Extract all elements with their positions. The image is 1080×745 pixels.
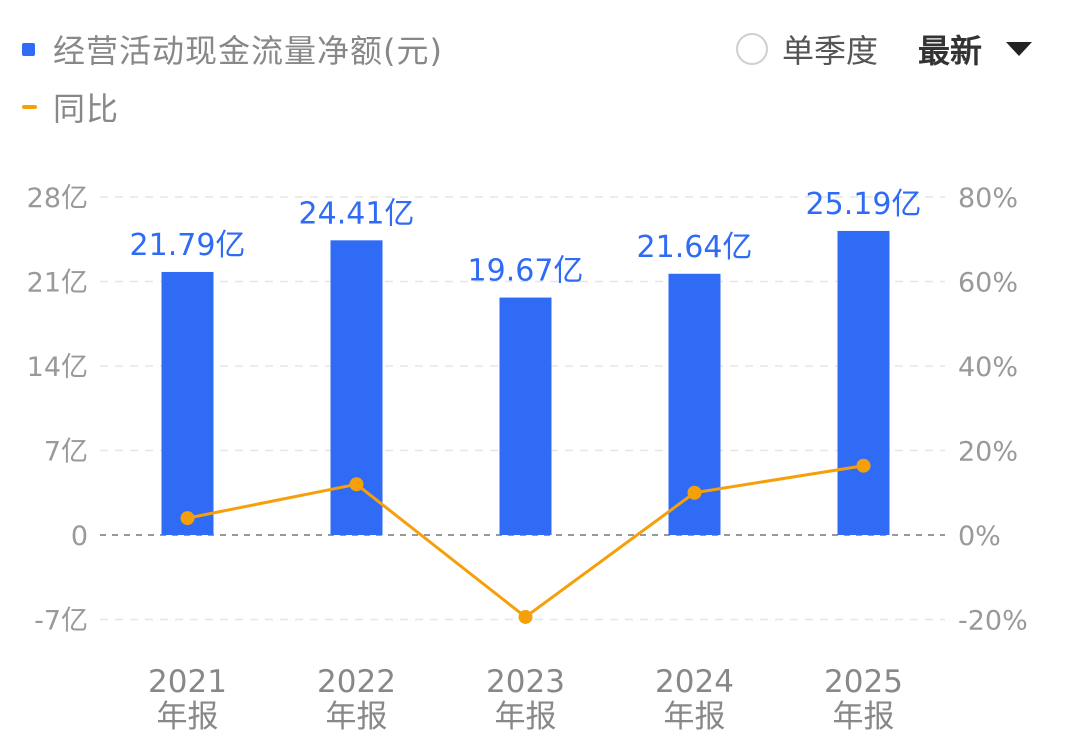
x-axis-label-year: 2022 bbox=[317, 664, 396, 700]
sort-dropdown-label[interactable]: 最新 bbox=[917, 32, 982, 70]
bar-value-label: 21.79亿 bbox=[130, 228, 246, 263]
y-left-tick-label: 28亿 bbox=[27, 183, 88, 214]
radio-unchecked-icon[interactable] bbox=[735, 33, 768, 65]
legend: 经营活动现金流量净额(元) 同比 bbox=[22, 26, 443, 130]
y-right-tick-label: 60% bbox=[958, 268, 1018, 299]
legend-label-cashflow: 经营活动现金流量净额(元) bbox=[53, 32, 443, 70]
single-quarter-label[interactable]: 单季度 bbox=[781, 32, 878, 70]
x-axis-label-year: 2021 bbox=[148, 664, 227, 700]
line-swatch-icon bbox=[22, 105, 37, 109]
yoy-point[interactable] bbox=[856, 458, 871, 473]
y-right-tick-label: 20% bbox=[958, 437, 1018, 468]
y-right-tick-label: -20% bbox=[958, 606, 1028, 637]
yoy-point[interactable] bbox=[518, 609, 533, 624]
y-left-tick-label: 14亿 bbox=[27, 352, 88, 383]
caret-down-icon[interactable] bbox=[1006, 42, 1032, 56]
x-axis-label-period: 年报 bbox=[833, 699, 895, 735]
x-axis-label-period: 年报 bbox=[664, 699, 726, 735]
x-axis-label-period: 年报 bbox=[495, 699, 557, 735]
legend-label-yoy: 同比 bbox=[53, 90, 120, 128]
bar-value-label: 21.64亿 bbox=[637, 230, 753, 265]
yoy-point[interactable] bbox=[687, 485, 702, 500]
y-left-tick-label: -7亿 bbox=[34, 606, 88, 637]
y-right-tick-label: 0% bbox=[958, 521, 1001, 552]
chart-controls: 单季度 最新 bbox=[735, 26, 1032, 72]
y-right-tick-label: 40% bbox=[958, 352, 1018, 383]
x-axis-label-period: 年报 bbox=[157, 699, 219, 735]
legend-item-yoy[interactable]: 同比 bbox=[22, 84, 443, 130]
yoy-point[interactable] bbox=[180, 511, 195, 526]
bar[interactable] bbox=[499, 297, 552, 535]
x-axis-label-year: 2024 bbox=[655, 664, 734, 700]
yoy-point[interactable] bbox=[349, 477, 364, 492]
x-axis-label-year: 2023 bbox=[486, 664, 565, 700]
x-axis-label-year: 2025 bbox=[824, 664, 903, 700]
bar-swatch-icon bbox=[22, 42, 35, 56]
x-axis-label-period: 年报 bbox=[326, 699, 388, 735]
bar-value-label: 19.67亿 bbox=[468, 254, 584, 289]
y-left-tick-label: 7亿 bbox=[44, 437, 88, 468]
bar[interactable] bbox=[161, 271, 214, 535]
legend-item-cashflow[interactable]: 经营活动现金流量净额(元) bbox=[22, 26, 443, 72]
bar[interactable] bbox=[837, 230, 890, 535]
y-left-tick-label: 21亿 bbox=[27, 268, 88, 299]
y-left-tick-label: 0 bbox=[71, 521, 88, 552]
y-right-tick-label: 80% bbox=[958, 183, 1018, 214]
bar-value-label: 24.41亿 bbox=[299, 196, 415, 231]
bar-value-label: 25.19亿 bbox=[806, 187, 922, 222]
